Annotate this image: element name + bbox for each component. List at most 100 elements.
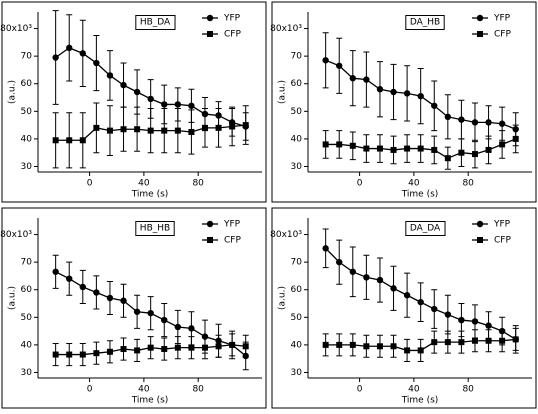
x-tick-label: 0 [87, 385, 93, 395]
marker [66, 275, 73, 282]
title-box [405, 221, 446, 236]
y-axis-label: (a.u.) [8, 80, 18, 104]
x-tick-label: 80 [192, 385, 204, 395]
marker [336, 341, 343, 348]
marker [458, 316, 465, 324]
y-tick-label: 30 [291, 368, 303, 378]
marker [79, 351, 86, 358]
marker [322, 245, 329, 252]
marker [485, 322, 492, 329]
marker [349, 268, 356, 275]
marker [417, 347, 424, 354]
marker [188, 129, 195, 135]
marker [133, 308, 141, 315]
marker [229, 123, 236, 130]
marker [390, 285, 397, 292]
marker [106, 294, 114, 302]
panel-frame [271, 1, 537, 203]
marker [512, 336, 519, 343]
marker [206, 220, 214, 228]
marker [106, 127, 113, 134]
y-axis-label: (a.u.) [278, 80, 288, 104]
x-tick-label: 40 [138, 385, 150, 395]
marker [476, 14, 484, 22]
marker [66, 44, 73, 52]
x-tick-label: 0 [87, 179, 93, 189]
marker [174, 323, 182, 331]
marker [215, 343, 222, 350]
panel-frame [1, 1, 267, 203]
marker [147, 95, 154, 103]
x-tick-label: 80 [192, 179, 204, 189]
y-axis-label: (a.u.) [8, 286, 18, 310]
marker [363, 76, 370, 83]
marker [417, 92, 424, 100]
y-tick-label: 80x10³ [0, 230, 32, 240]
y-tick-label: 80x10³ [270, 230, 302, 240]
marker [458, 339, 465, 346]
marker [336, 258, 343, 266]
marker [52, 351, 59, 358]
x-tick-label: 40 [408, 385, 420, 395]
marker [477, 237, 483, 243]
y-tick-label: 60 [291, 285, 303, 295]
marker [471, 337, 478, 344]
marker [52, 268, 59, 275]
marker [499, 141, 506, 148]
marker [431, 305, 438, 313]
y-tick-label: 40 [21, 340, 33, 350]
marker [93, 124, 100, 131]
y-tick-label: 80x10³ [270, 24, 302, 34]
x-axis-label: Time (s) [401, 396, 439, 406]
panel-title: DA_DA [410, 224, 441, 234]
x-tick-label: 80 [462, 179, 474, 189]
y-tick-label: 40 [291, 134, 303, 144]
y-tick-label: 70 [21, 52, 33, 62]
legend-label: YFP [493, 220, 511, 230]
marker [207, 237, 213, 243]
marker [485, 146, 492, 153]
x-axis-label: Time (s) [401, 190, 439, 200]
marker [93, 59, 100, 67]
marker [322, 141, 329, 148]
x-tick-label: 0 [357, 179, 363, 189]
marker [174, 101, 182, 108]
marker [147, 344, 154, 351]
marker [201, 344, 208, 351]
marker [390, 146, 397, 153]
marker [322, 57, 329, 64]
marker [431, 146, 438, 153]
y-tick-label: 60 [21, 285, 33, 295]
y-tick-label: 50 [21, 107, 33, 117]
legend-label: YFP [223, 220, 241, 230]
marker [120, 297, 127, 304]
marker [120, 346, 127, 353]
marker [322, 341, 329, 348]
marker [161, 101, 168, 108]
marker [376, 86, 384, 93]
x-tick-label: 80 [462, 385, 474, 395]
marker [52, 137, 59, 144]
marker [93, 350, 100, 357]
marker [349, 142, 356, 149]
marker [404, 347, 411, 354]
title-box [405, 15, 445, 30]
y-tick-label: 70 [21, 258, 33, 268]
marker [476, 220, 484, 228]
marker [79, 137, 86, 144]
marker [79, 50, 87, 57]
marker [485, 119, 492, 126]
x-axis-label: Time (s) [131, 396, 169, 406]
marker [471, 318, 479, 325]
marker [471, 151, 478, 158]
marker [376, 343, 383, 350]
legend-label: CFP [224, 236, 241, 246]
marker [134, 126, 141, 133]
marker [161, 346, 168, 353]
marker [376, 145, 383, 152]
marker [477, 31, 483, 37]
marker [349, 341, 356, 348]
marker [499, 337, 506, 344]
marker [444, 113, 452, 121]
